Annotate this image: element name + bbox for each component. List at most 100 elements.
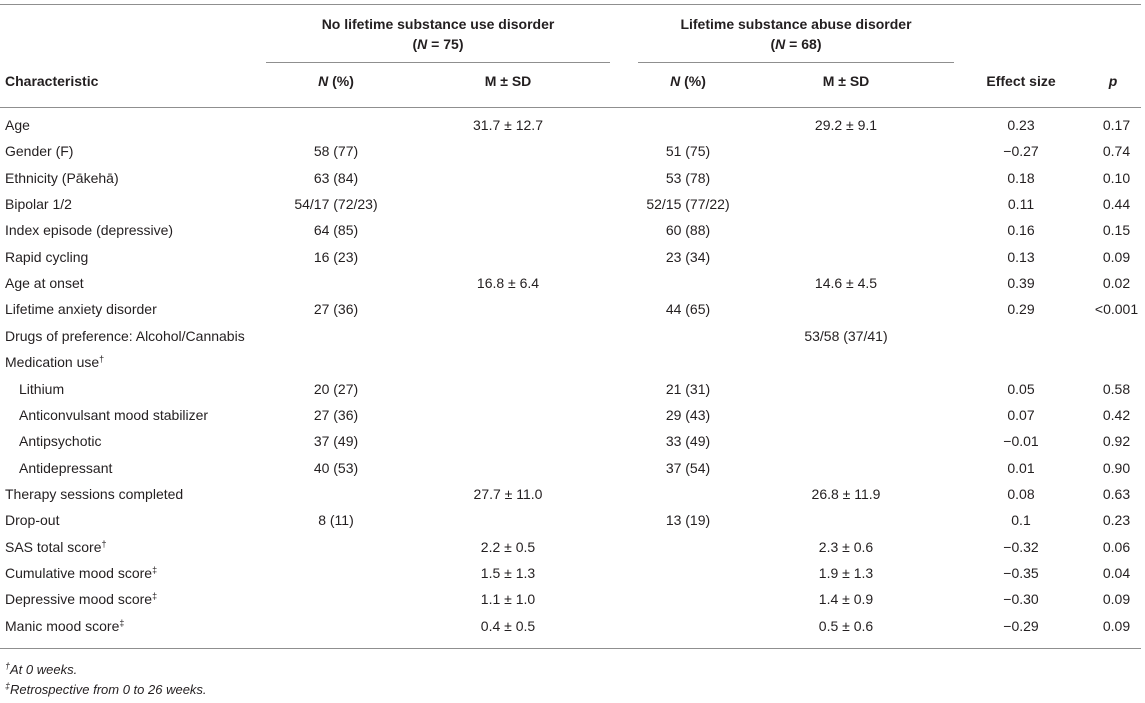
cell-effect-size: 0.11 bbox=[1007, 196, 1035, 212]
group2-n: (N = 68) bbox=[638, 36, 954, 53]
cell-g2-n-pct: 44 (65) bbox=[665, 301, 711, 317]
cell-g1-n-pct: 27 (36) bbox=[313, 407, 359, 423]
row-label-text: Age bbox=[5, 117, 30, 133]
footnote-mark: ‡ bbox=[152, 565, 158, 575]
row-label: Index episode (depressive) bbox=[5, 222, 173, 239]
cell-g1-m-sd: 16.8 ± 6.4 bbox=[476, 275, 540, 291]
n-symbol: N bbox=[417, 36, 428, 52]
cell-effect-size: −0.29 bbox=[1003, 618, 1039, 634]
group1-n: (N = 75) bbox=[266, 36, 610, 53]
cell-p-value: 0.58 bbox=[1102, 381, 1131, 397]
n-symbol: N bbox=[775, 36, 786, 52]
row-label-text: Lithium bbox=[19, 381, 65, 397]
row-label-text: Therapy sessions completed bbox=[5, 486, 184, 502]
cell-effect-size: 0.1 bbox=[1011, 512, 1031, 528]
cell-effect-size: 0.23 bbox=[1007, 117, 1035, 133]
row-label-text: Manic mood score bbox=[5, 618, 120, 634]
cell-p-value: 0.09 bbox=[1102, 591, 1131, 607]
cell-g1-m-sd: 2.2 ± 0.5 bbox=[480, 539, 536, 555]
row-label: Age at onset bbox=[5, 275, 84, 292]
footnote-1-text: At 0 weeks. bbox=[10, 662, 78, 677]
cell-p-value: 0.09 bbox=[1102, 249, 1131, 265]
cell-g1-m-sd: 1.5 ± 1.3 bbox=[480, 565, 536, 581]
row-label-text: Drop-out bbox=[5, 512, 60, 528]
cell-g2-m-sd: 0.5 ± 0.6 bbox=[818, 618, 874, 634]
footnote-mark: † bbox=[99, 354, 105, 364]
cell-effect-size: −0.32 bbox=[1003, 539, 1039, 555]
cell-g1-n-pct: 16 (23) bbox=[313, 249, 359, 265]
row-label: Age bbox=[5, 117, 30, 134]
cell-g1-n-pct: 37 (49) bbox=[313, 433, 359, 449]
cell-g2-n-pct: 60 (88) bbox=[665, 222, 711, 238]
row-label-text: Rapid cycling bbox=[5, 249, 89, 265]
row-label: SAS total score† bbox=[5, 539, 107, 556]
row-label-text: SAS total score bbox=[5, 539, 102, 555]
header-rule bbox=[0, 107, 1141, 108]
row-label: Manic mood score‡ bbox=[5, 618, 124, 635]
cell-p-value: 0.44 bbox=[1102, 196, 1131, 212]
cell-g1-m-sd: 31.7 ± 12.7 bbox=[473, 117, 543, 133]
row-label-text: Depressive mood score bbox=[5, 591, 153, 607]
row-label-text: Index episode (depressive) bbox=[5, 222, 174, 238]
cell-g2-n-pct: 51 (75) bbox=[665, 143, 711, 159]
cell-p-value: 0.63 bbox=[1102, 486, 1131, 502]
cell-effect-size: 0.16 bbox=[1007, 222, 1035, 238]
cell-effect-size: −0.35 bbox=[1003, 565, 1039, 581]
cell-g2-n-pct: 13 (19) bbox=[665, 512, 711, 528]
row-label: Antipsychotic bbox=[19, 433, 101, 450]
cell-g1-n-pct: 58 (77) bbox=[313, 143, 359, 159]
cell-g1-n-pct: 54/17 (72/23) bbox=[294, 196, 378, 212]
row-label: Drop-out bbox=[5, 512, 59, 529]
cell-p-value: 0.90 bbox=[1102, 460, 1131, 476]
row-label: Bipolar 1/2 bbox=[5, 196, 72, 213]
cell-g2-n-pct: 33 (49) bbox=[665, 433, 711, 449]
row-label: Anticonvulsant mood stabilizer bbox=[19, 407, 208, 424]
row-label: Rapid cycling bbox=[5, 249, 88, 266]
col-header-effect-size: Effect size bbox=[986, 73, 1056, 89]
cell-g1-n-pct: 27 (36) bbox=[313, 301, 359, 317]
bottom-rule bbox=[0, 648, 1141, 649]
footnote-1: †At 0 weeks. bbox=[5, 661, 78, 678]
cell-effect-size: 0.07 bbox=[1007, 407, 1035, 423]
cell-g2-n-pct: 37 (54) bbox=[665, 460, 711, 476]
cell-g2-m-sd: 53/58 (37/41) bbox=[804, 328, 888, 344]
cell-p-value: 0.74 bbox=[1102, 143, 1131, 159]
cell-g1-n-pct: 64 (85) bbox=[313, 222, 359, 238]
row-label: Antidepressant bbox=[19, 460, 112, 477]
row-label-text: Bipolar 1/2 bbox=[5, 196, 72, 212]
cell-p-value: 0.06 bbox=[1102, 539, 1131, 555]
group1-title: No lifetime substance use disorder bbox=[321, 16, 555, 32]
cell-effect-size: 0.13 bbox=[1007, 249, 1035, 265]
footnote-1-mark: † bbox=[5, 661, 11, 671]
row-label: Cumulative mood score‡ bbox=[5, 565, 157, 582]
footnote-2: ‡Retrospective from 0 to 26 weeks. bbox=[5, 682, 207, 698]
top-rule bbox=[0, 4, 1141, 5]
row-label-text: Ethnicity (Pākehā) bbox=[5, 170, 119, 186]
cell-p-value: 0.92 bbox=[1102, 433, 1131, 449]
cell-p-value: 0.09 bbox=[1102, 618, 1131, 634]
cell-g2-n-pct: 21 (31) bbox=[665, 381, 711, 397]
row-label: Ethnicity (Pākehā) bbox=[5, 170, 119, 187]
cell-g2-m-sd: 14.6 ± 4.5 bbox=[814, 275, 878, 291]
footnote-mark: ‡ bbox=[152, 591, 158, 601]
cell-p-value: <0.001 bbox=[1094, 301, 1139, 317]
cell-effect-size: −0.30 bbox=[1003, 591, 1039, 607]
cell-p-value: 0.02 bbox=[1102, 275, 1131, 291]
row-label: Therapy sessions completed bbox=[5, 486, 183, 503]
cell-p-value: 0.04 bbox=[1102, 565, 1131, 581]
cell-p-value: 0.42 bbox=[1102, 407, 1131, 423]
row-label-text: Lifetime anxiety disorder bbox=[5, 301, 157, 317]
cell-g2-m-sd: 1.4 ± 0.9 bbox=[818, 591, 874, 607]
group1-n-text: (N = 75) bbox=[412, 36, 464, 52]
cell-g1-m-sd: 27.7 ± 11.0 bbox=[473, 486, 543, 502]
col-header-p: p bbox=[1108, 73, 1118, 89]
cell-p-value: 0.10 bbox=[1102, 170, 1131, 186]
row-label: Drugs of preference: Alcohol/Cannabis bbox=[5, 328, 245, 345]
group2-n-text: (N = 68) bbox=[770, 36, 822, 52]
footnote-2-text: Retrospective from 0 to 26 weeks. bbox=[10, 682, 207, 697]
cell-g1-n-pct: 63 (84) bbox=[313, 170, 359, 186]
footnote-mark: ‡ bbox=[119, 618, 125, 628]
cell-g2-m-sd: 26.8 ± 11.9 bbox=[811, 486, 881, 502]
row-label: Lifetime anxiety disorder bbox=[5, 301, 157, 318]
cell-effect-size: 0.08 bbox=[1007, 486, 1035, 502]
